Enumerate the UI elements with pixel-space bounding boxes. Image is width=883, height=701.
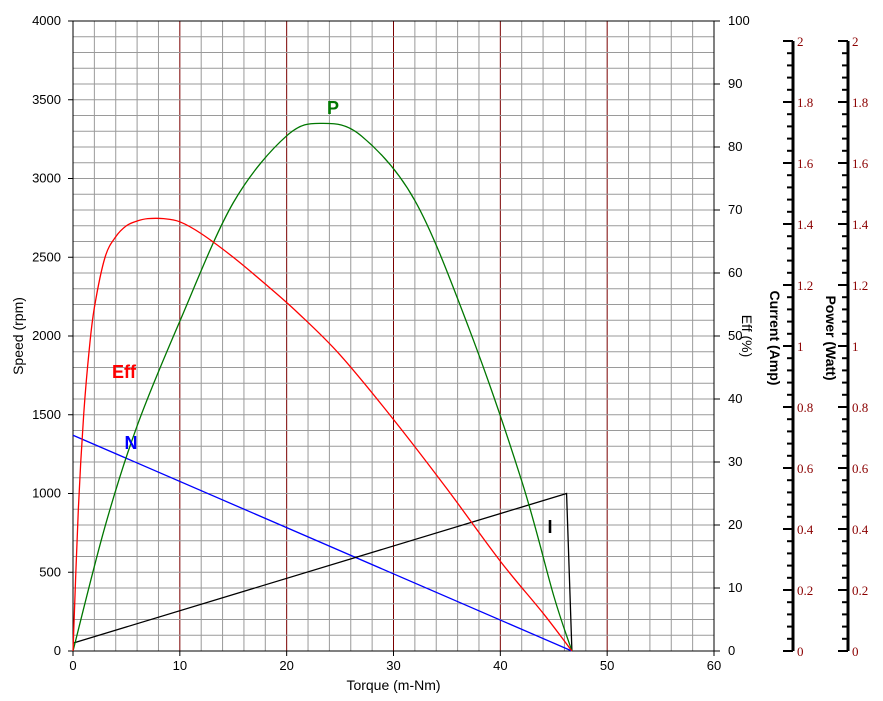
speed-tick-label: 1500 [32, 407, 61, 422]
current-tick-label: 0.6 [797, 461, 814, 476]
power-tick-label: 1 [852, 339, 859, 354]
series-n-line [72, 434, 573, 652]
power-tick-label: 1.6 [852, 156, 869, 171]
x-tick-label: 10 [173, 658, 187, 673]
speed-tick-label: 0 [54, 643, 61, 658]
series-label-eff: Eff [112, 362, 137, 382]
speed-tick-label: 2000 [32, 328, 61, 343]
current-tick-label: 0 [797, 644, 804, 659]
power-tick-label: 1.2 [852, 278, 868, 293]
eff-tick-label: 0 [728, 643, 735, 658]
eff-tick-label: 30 [728, 454, 742, 469]
x-tick-label: 0 [69, 658, 76, 673]
eff-tick-label: 70 [728, 202, 742, 217]
eff-tick-label: 100 [728, 13, 750, 28]
eff-tick-label: 10 [728, 580, 742, 595]
eff-axis-title: Eff (%) [739, 315, 755, 358]
series-group [72, 122, 573, 652]
power-tick-label: 2 [852, 34, 859, 49]
speed-tick-label: 3000 [32, 171, 61, 186]
speed-axis-title: Speed (rpm) [10, 297, 26, 375]
speed-tick-label: 500 [39, 564, 61, 579]
eff-tick-label: 50 [728, 328, 742, 343]
speed-tick-label: 3500 [32, 92, 61, 107]
current-tick-label: 1 [797, 339, 804, 354]
power-tick-label: 0 [852, 644, 859, 659]
current-tick-label: 0.8 [797, 400, 813, 415]
eff-tick-label: 20 [728, 517, 742, 532]
x-axis-title: Torque (m-Nm) [346, 677, 440, 693]
current-axis-title: Current (Amp) [767, 291, 783, 386]
current-tick-label: 0.2 [797, 583, 813, 598]
current-tick-label: 1.6 [797, 156, 814, 171]
power-tick-label: 0.4 [852, 522, 869, 537]
power-tick-label: 0.2 [852, 583, 868, 598]
speed-tick-label: 2500 [32, 249, 61, 264]
eff-tick-label: 60 [728, 265, 742, 280]
series-i-line [72, 492, 573, 652]
grid [73, 21, 714, 651]
speed-tick-label: 1000 [32, 486, 61, 501]
series-p-line [72, 122, 573, 652]
power-tick-label: 0.6 [852, 461, 869, 476]
x-tick-label: 60 [707, 658, 721, 673]
eff-tick-label: 40 [728, 391, 742, 406]
power-tick-label: 1.4 [852, 217, 869, 232]
current-tick-label: 0.4 [797, 522, 814, 537]
series-label-p: P [327, 98, 339, 118]
eff-tick-label: 90 [728, 76, 742, 91]
current-tick-label: 1.8 [797, 95, 813, 110]
x-tick-label: 40 [493, 658, 507, 673]
speed-tick-label: 4000 [32, 13, 61, 28]
power-tick-label: 1.8 [852, 95, 868, 110]
axes [68, 20, 850, 656]
x-tick-label: 30 [386, 658, 400, 673]
x-tick-label: 50 [600, 658, 614, 673]
current-tick-label: 1.2 [797, 278, 813, 293]
x-tick-label: 20 [279, 658, 293, 673]
series-label-n: N [125, 433, 138, 453]
series-label-i: I [547, 517, 552, 537]
series-eff-line [72, 217, 573, 652]
power-tick-label: 0.8 [852, 400, 868, 415]
current-tick-label: 1.4 [797, 217, 814, 232]
current-tick-label: 2 [797, 34, 804, 49]
power-axis-title: Power (Watt) [823, 295, 839, 380]
eff-tick-label: 80 [728, 139, 742, 154]
